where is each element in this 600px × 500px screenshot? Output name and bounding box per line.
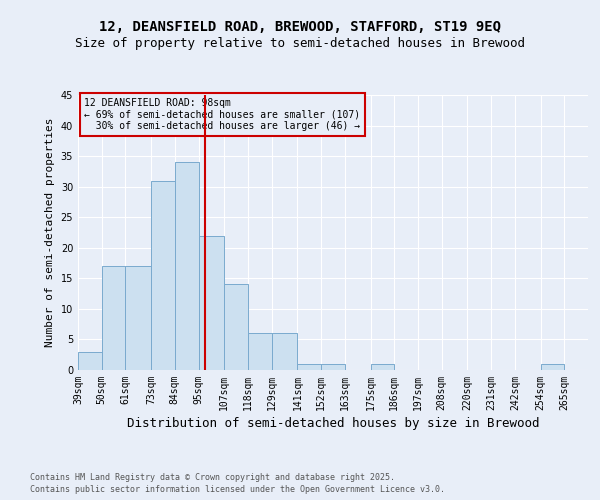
Bar bbox=[371, 364, 394, 370]
Bar bbox=[272, 334, 298, 370]
Bar bbox=[248, 334, 272, 370]
Y-axis label: Number of semi-detached properties: Number of semi-detached properties bbox=[45, 118, 55, 347]
Bar bbox=[199, 236, 224, 370]
Text: 12, DEANSFIELD ROAD, BREWOOD, STAFFORD, ST19 9EQ: 12, DEANSFIELD ROAD, BREWOOD, STAFFORD, … bbox=[99, 20, 501, 34]
Bar bbox=[101, 266, 125, 370]
Bar bbox=[175, 162, 199, 370]
Bar bbox=[125, 266, 151, 370]
Bar bbox=[224, 284, 248, 370]
Text: 12 DEANSFIELD ROAD: 98sqm
← 69% of semi-detached houses are smaller (107)
  30% : 12 DEANSFIELD ROAD: 98sqm ← 69% of semi-… bbox=[85, 98, 361, 132]
Bar bbox=[321, 364, 345, 370]
Bar bbox=[151, 180, 175, 370]
Bar bbox=[298, 364, 321, 370]
X-axis label: Distribution of semi-detached houses by size in Brewood: Distribution of semi-detached houses by … bbox=[127, 417, 539, 430]
Text: Contains HM Land Registry data © Crown copyright and database right 2025.: Contains HM Land Registry data © Crown c… bbox=[30, 473, 395, 482]
Bar bbox=[541, 364, 565, 370]
Text: Size of property relative to semi-detached houses in Brewood: Size of property relative to semi-detach… bbox=[75, 38, 525, 51]
Text: Contains public sector information licensed under the Open Government Licence v3: Contains public sector information licen… bbox=[30, 484, 445, 494]
Bar bbox=[78, 352, 101, 370]
